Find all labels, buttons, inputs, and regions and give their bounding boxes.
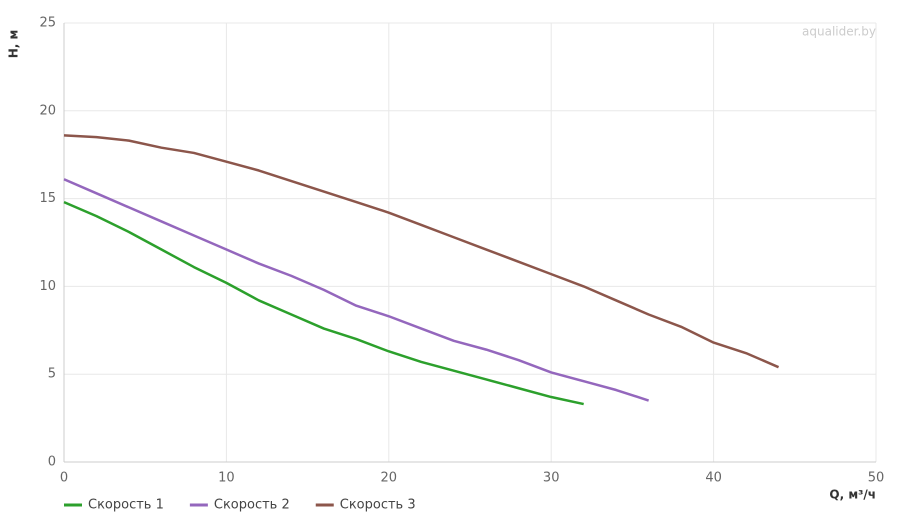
y-tick-label: 10: [39, 279, 56, 294]
legend-label: Скорость 1: [88, 498, 164, 513]
x-axis-title: Q, м³/ч: [829, 488, 876, 502]
y-axis-title: H, м: [7, 30, 21, 59]
x-tick-label: 50: [868, 471, 885, 486]
y-tick-label: 5: [48, 367, 56, 382]
line: [63, 134, 780, 369]
x-tick-label: 10: [218, 471, 235, 486]
y-tick-label: 25: [39, 16, 56, 31]
y-tick-label: 0: [48, 455, 56, 470]
x-tick-label: 0: [60, 471, 68, 486]
legend-label: Скорость 3: [340, 498, 416, 513]
y-tick-label: 20: [39, 103, 56, 118]
line: [63, 178, 650, 402]
x-tick-label: 30: [543, 471, 560, 486]
x-tick-label: 40: [705, 471, 722, 486]
y-tick-label: 15: [39, 191, 56, 206]
legend-label: Скорость 2: [214, 498, 290, 513]
watermark: aqualider.by: [802, 25, 876, 39]
x-tick-label: 20: [381, 471, 398, 486]
line: [63, 200, 584, 406]
